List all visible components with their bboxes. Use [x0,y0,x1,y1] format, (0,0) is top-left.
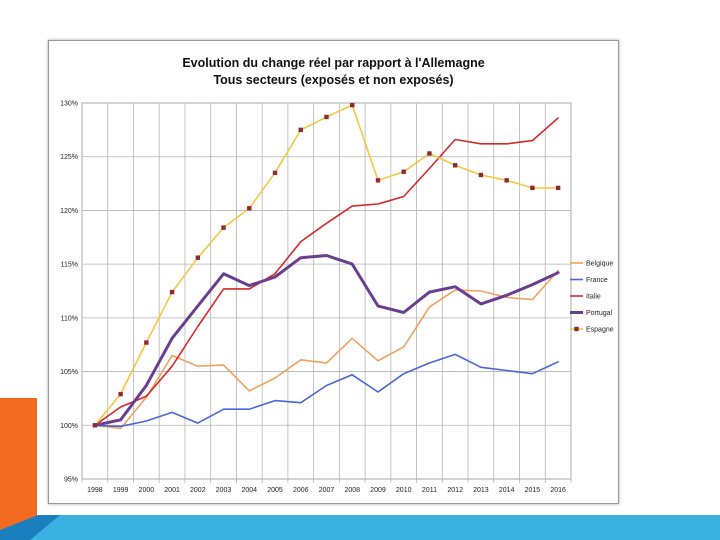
legend-label: Espagne [586,327,614,334]
data-point-espagne [452,163,458,168]
x-tick-label: 2015 [525,487,541,494]
data-point-espagne [504,178,509,183]
legend-label: Belgique [586,261,613,268]
data-point-espagne [221,225,226,230]
x-tick-label: 2011 [422,487,437,494]
data-point-espagne [324,114,329,120]
blue-footer-band-light [0,515,720,540]
y-tick-label: 125% [60,154,78,161]
x-tick-label: 2000 [139,487,155,494]
data-point-espagne [272,170,278,176]
x-tick-label: 2008 [344,487,360,494]
blue-footer-band-dark [0,515,60,540]
y-tick-label: 110% [61,315,78,322]
data-point-espagne [555,185,561,191]
legend-label: France [586,277,608,284]
x-tick-label: 2007 [319,487,335,494]
plot-area [81,102,572,480]
data-point-espagne [427,151,432,156]
data-point-espagne [530,185,535,191]
x-tick-label: 2012 [447,487,463,494]
x-tick-label: 1999 [113,487,129,494]
chart-subtitle: Tous secteurs (exposés et non exposés) [213,73,454,87]
x-tick-label: 2005 [267,487,283,494]
legend-label: Italie [586,294,601,301]
series-line-portugal [93,254,560,427]
x-tick-label: 2013 [473,487,489,494]
y-tick-label: 105% [60,369,78,376]
x-tick-label: 2014 [499,487,515,494]
y-tick-label: 120% [60,208,78,215]
data-point-espagne [144,340,149,345]
data-point-espagne [247,206,252,211]
x-tick-label: 1998 [87,487,103,494]
series-line-italie [94,117,559,427]
legend-marker [574,326,579,332]
data-point-espagne [350,102,355,108]
x-tick-label: 2009 [370,487,386,494]
x-tick-label: 2001 [164,487,180,494]
series-line-france [94,353,559,428]
data-point-espagne [478,172,484,178]
legend-label: Portugal [586,310,613,317]
x-tick-label: 2006 [293,487,309,494]
orange-accent-block [0,398,37,540]
x-tick-label: 2010 [396,487,412,494]
x-tick-label: 2016 [550,487,566,494]
chart-title: Evolution du change réel par rapport à l… [182,56,485,70]
x-tick-label: 2003 [216,487,232,494]
data-point-espagne [118,391,123,397]
y-tick-label: 115% [61,262,78,269]
chart-frame: Evolution du change réel par rapport à l… [48,40,619,504]
data-point-espagne [92,423,98,428]
series-line-belgique [94,269,559,430]
y-tick-label: 95% [64,477,78,484]
y-tick-label: 100% [60,423,78,430]
data-point-espagne [401,169,406,174]
data-point-espagne [169,289,175,295]
data-point-espagne [375,178,381,183]
line-chart: 95% 100% 105% 110% 115% 120% 125% 130% 1998 1999 2… [60,101,614,495]
y-tick-label: 130% [60,101,78,108]
data-point-espagne [298,127,303,133]
x-tick-label: 2002 [190,487,206,494]
data-point-espagne [195,255,201,260]
x-tick-label: 2004 [242,487,258,494]
